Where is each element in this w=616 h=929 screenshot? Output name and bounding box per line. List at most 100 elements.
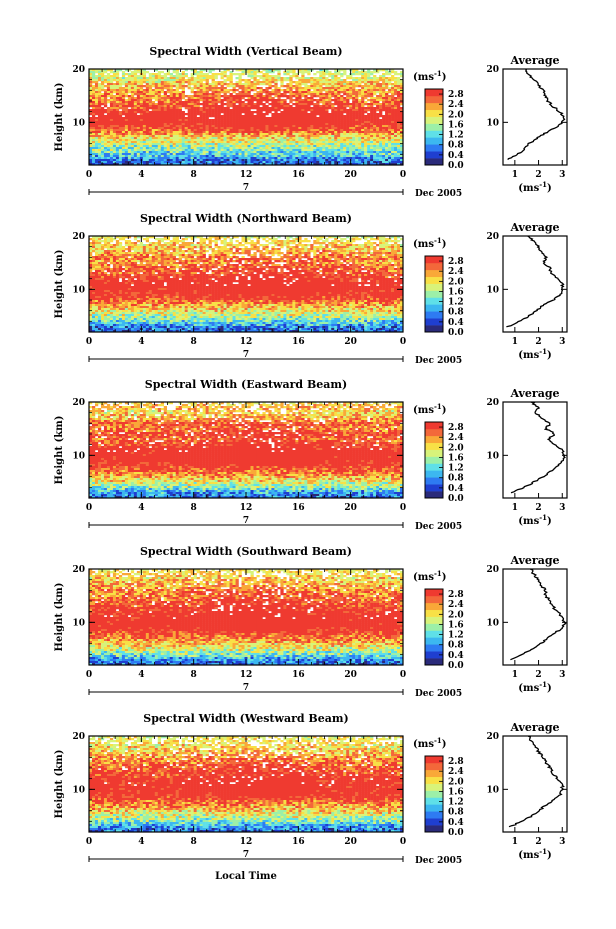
colorbar-swatch <box>425 491 443 499</box>
colorbar: 2.82.42.01.61.20.80.40.0 <box>424 755 464 838</box>
profile-x-tick: 2 <box>535 337 541 347</box>
colorbar-swatch <box>425 137 443 145</box>
profile-title: Average <box>509 54 559 67</box>
profile-x-tick: 2 <box>535 170 541 180</box>
colorbar-swatch <box>425 818 443 826</box>
x-axis-label: Local Time <box>215 871 277 882</box>
profile-x-tick: 3 <box>559 170 565 180</box>
colorbar-swatch <box>425 256 443 264</box>
x-tick-label: 0 <box>400 503 406 513</box>
colorbar-swatch <box>425 262 443 271</box>
colorbar-swatch <box>425 276 443 284</box>
colorbar-swatch <box>425 95 443 104</box>
date-marker: 7 <box>243 850 249 860</box>
profile-x-tick: 3 <box>559 337 565 347</box>
colorbar-tick: 1.2 <box>448 464 464 474</box>
y-tick-label: 20 <box>72 398 85 408</box>
colorbar-tick: 1.2 <box>448 131 464 141</box>
colorbar-swatch <box>425 102 443 111</box>
profile-unit: (ms-1) <box>518 680 551 694</box>
profile-line <box>507 68 566 161</box>
colorbar-tick: 1.2 <box>448 298 464 308</box>
average-profile: Average 20 10 1 2 3 <box>486 554 568 680</box>
colorbar-swatch <box>425 311 443 319</box>
panel-title: Spectral Width (Vertical Beam) <box>149 45 342 58</box>
colorbar-swatch <box>425 609 443 617</box>
colorbar-tick: 2.4 <box>448 600 464 610</box>
colorbar-swatch <box>425 797 443 805</box>
colorbar-swatch <box>425 769 443 778</box>
average-profile: Average 20 10 1 2 3 <box>486 387 568 513</box>
profile-y-tick: 10 <box>486 285 499 295</box>
colorbar-swatch <box>425 762 443 771</box>
date-label: Dec 2005 <box>415 356 462 366</box>
colorbar-tick: 0.0 <box>448 661 464 671</box>
colorbar-tick: 2.8 <box>448 590 464 600</box>
y-axis-label: Height (km) <box>54 83 65 152</box>
profile-title: Average <box>509 554 559 567</box>
panel-1: Spectral Width (Northward Beam)2010Heigh… <box>54 212 568 366</box>
colorbar-swatch <box>425 89 443 97</box>
colorbar-tick: 2.0 <box>448 277 464 287</box>
colorbar-tick: 2.0 <box>448 443 464 453</box>
x-tick-label: 4 <box>138 503 144 513</box>
profile-y-tick: 10 <box>486 618 499 628</box>
colorbar-tick: 0.0 <box>448 328 464 338</box>
colorbar-swatch <box>425 602 443 611</box>
colorbar-swatch <box>425 269 443 278</box>
colorbar-swatch <box>425 304 443 312</box>
profile-x-tick: 1 <box>512 503 518 513</box>
colorbar-tick: 1.6 <box>448 120 464 130</box>
profile-x-tick: 1 <box>512 170 518 180</box>
x-tick-label: 12 <box>240 837 253 847</box>
colorbar-swatch <box>425 644 443 652</box>
heatmap-cells <box>89 736 404 833</box>
profile-line <box>508 735 565 828</box>
y-tick-label: 10 <box>72 118 85 128</box>
colorbar-swatch <box>425 116 443 124</box>
profile-x-tick: 2 <box>535 837 541 847</box>
y-tick-label: 20 <box>72 232 85 242</box>
x-tick-label: 20 <box>344 670 357 680</box>
colorbar-tick: 1.2 <box>448 798 464 808</box>
colorbar-swatch <box>425 318 443 326</box>
colorbar-tick: 0.8 <box>448 308 464 318</box>
profile-y-tick: 20 <box>486 232 499 242</box>
profile-x-tick: 3 <box>559 503 565 513</box>
y-axis-label: Height (km) <box>54 750 65 819</box>
x-tick-label: 12 <box>240 170 253 180</box>
colorbar-tick: 1.6 <box>448 620 464 630</box>
colorbar-swatch <box>425 456 443 464</box>
x-tick-label: 20 <box>344 837 357 847</box>
date-marker: 7 <box>243 183 249 193</box>
colorbar: 2.82.42.01.61.20.80.40.0 <box>424 588 464 671</box>
y-tick-label: 20 <box>72 65 85 75</box>
profile-y-tick: 10 <box>486 118 499 128</box>
panel-title: Spectral Width (Westward Beam) <box>143 712 348 725</box>
panel-2: Spectral Width (Eastward Beam)2010Height… <box>54 378 568 532</box>
colorbar-tick: 1.6 <box>448 787 464 797</box>
colorbar-tick: 0.4 <box>448 651 464 661</box>
profile-x-tick: 2 <box>535 503 541 513</box>
x-tick-label: 4 <box>138 837 144 847</box>
colorbar-tick: 0.8 <box>448 808 464 818</box>
heatmap-cells <box>89 569 404 666</box>
colorbar: 2.82.42.01.61.20.80.40.0 <box>424 255 464 338</box>
profile-x-tick: 1 <box>512 337 518 347</box>
colorbar-swatch <box>425 477 443 485</box>
x-tick-label: 8 <box>191 503 197 513</box>
average-profile: Average 20 10 1 2 3 <box>486 221 568 347</box>
colorbar-tick: 0.4 <box>448 318 464 328</box>
colorbar-swatch <box>425 804 443 812</box>
colorbar-swatch <box>425 825 443 833</box>
colorbar-tick: 2.0 <box>448 110 464 120</box>
colorbar-swatch <box>425 811 443 819</box>
colorbar-tick: 2.0 <box>448 610 464 620</box>
date-label: Dec 2005 <box>415 522 462 532</box>
colorbar-swatch <box>425 589 443 597</box>
colorbar-swatch <box>425 484 443 492</box>
colorbar-swatch <box>425 658 443 666</box>
panel-title: Spectral Width (Southward Beam) <box>140 545 352 558</box>
profile-line <box>510 401 566 494</box>
colorbar-swatch <box>425 109 443 117</box>
